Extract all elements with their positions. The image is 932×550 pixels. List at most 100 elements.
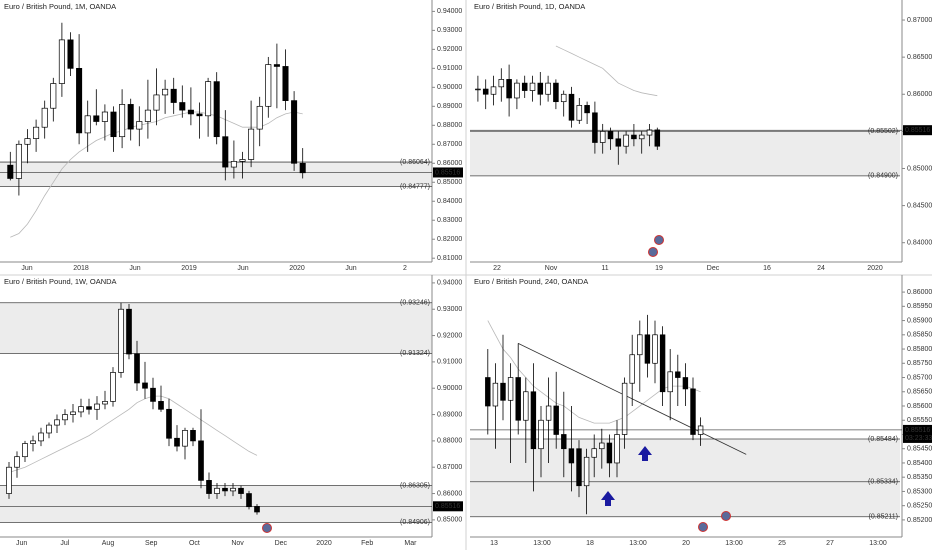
- x-tick-label: Mar: [404, 540, 417, 547]
- candle-body: [697, 425, 704, 435]
- y-tick-label: 0.85550: [907, 417, 932, 424]
- x-tick-label: Jun: [345, 265, 356, 272]
- candle-body: [659, 334, 666, 393]
- candle-body: [230, 487, 236, 492]
- last-price-label: 0.85516: [905, 427, 930, 434]
- candle-body: [273, 64, 280, 67]
- y-tick-label: 0.86500: [907, 54, 932, 61]
- arrow-icon: [601, 491, 615, 506]
- candle-body: [690, 388, 696, 435]
- candle-body: [485, 377, 491, 407]
- x-tick-label: 13:00: [629, 540, 647, 547]
- y-tick-label: 0.85000: [437, 179, 462, 186]
- candle-body: [490, 86, 497, 95]
- event-icon: [721, 511, 731, 521]
- y-tick-label: 0.85900: [907, 317, 932, 324]
- x-tick-label: 13: [490, 540, 498, 547]
- x-tick-label: Nov: [545, 265, 558, 272]
- y-tick-label: 0.84500: [907, 202, 932, 209]
- x-tick-label: 24: [817, 265, 825, 272]
- candle-body: [576, 105, 583, 121]
- candle-body: [254, 506, 260, 513]
- candle-body: [545, 405, 552, 421]
- candle-body: [530, 391, 537, 450]
- chart-pane: 0.840000.845000.850000.855000.860000.865…: [470, 0, 932, 272]
- level-label: (0.86305): [400, 482, 430, 489]
- candle-body: [675, 371, 681, 378]
- last-price-box: [433, 167, 463, 178]
- candle-body: [507, 377, 514, 401]
- candle-body: [299, 162, 306, 174]
- y-tick-label: 0.84000: [907, 240, 932, 247]
- candle-body: [144, 109, 151, 122]
- y-tick-label: 0.87000: [437, 141, 462, 148]
- level-label: (0.91324): [400, 350, 430, 357]
- x-tick-label: 16: [763, 265, 771, 272]
- candle-body: [475, 88, 481, 91]
- candle-body: [638, 134, 645, 140]
- y-tick-label: 0.85450: [907, 446, 932, 453]
- candle-body: [158, 401, 164, 410]
- chart-title: Euro / British Pound, 1D, OANDA: [474, 2, 585, 11]
- candle-body: [521, 82, 528, 91]
- y-tick-label: 0.90000: [437, 385, 462, 392]
- y-tick-label: 0.91000: [437, 65, 462, 72]
- level-label: (0.84777): [400, 183, 430, 190]
- x-tick-label: Jun: [237, 265, 248, 272]
- y-tick-label: 0.94000: [437, 280, 462, 287]
- y-tick-label: 0.85600: [907, 403, 932, 410]
- candle-body: [205, 81, 212, 117]
- candle-body: [506, 79, 512, 99]
- zone: [0, 302, 432, 354]
- candle-body: [166, 408, 172, 439]
- candle-body: [568, 93, 575, 121]
- candle-body: [170, 88, 177, 103]
- candle-body: [41, 107, 48, 128]
- zone: [470, 131, 900, 176]
- y-tick-label: 0.85250: [907, 503, 932, 510]
- candle-body: [24, 138, 31, 145]
- candle-body: [187, 109, 194, 115]
- x-tick-label: 27: [826, 540, 834, 547]
- y-tick-label: 0.90000: [437, 84, 462, 91]
- x-tick-label: 20: [682, 540, 690, 547]
- candle-body: [500, 382, 506, 401]
- candle-body: [84, 115, 91, 134]
- candle-body: [652, 334, 658, 364]
- candle-body: [62, 414, 68, 421]
- x-tick-label: Oct: [189, 540, 200, 547]
- candle-body: [238, 487, 244, 494]
- candle-body: [7, 164, 14, 179]
- candle-body: [118, 308, 124, 373]
- candle-body: [615, 138, 622, 147]
- candle-body: [482, 88, 489, 95]
- moving-average: [555, 45, 658, 97]
- x-tick-label: 11: [601, 265, 608, 272]
- y-tick-label: 0.93000: [437, 306, 462, 313]
- candle-body: [134, 353, 140, 384]
- y-tick-label: 0.89000: [437, 103, 462, 110]
- candle-body: [174, 437, 180, 447]
- chart-pane: 0.85000 0.86000 0.87000 0.88000 0.89000 0.900…: [0, 275, 463, 547]
- candle-body: [629, 354, 635, 384]
- candle-body: [198, 440, 204, 481]
- y-tick-label: 0.89000: [437, 411, 462, 418]
- x-tick-label: Dec: [275, 540, 288, 547]
- x-tick-label: 2020: [316, 540, 332, 547]
- candle-body: [646, 129, 653, 136]
- x-tick-label: 13:00: [869, 540, 887, 547]
- level-label: (0.85211): [869, 514, 898, 521]
- arrow-icon: [638, 446, 652, 461]
- y-tick-label: 0.88000: [437, 122, 462, 129]
- x-tick-label: 13:00: [725, 540, 743, 547]
- candle-body: [58, 39, 65, 84]
- candle-body: [291, 100, 298, 164]
- candle-body: [127, 104, 134, 130]
- y-tick-label: 0.86000: [437, 490, 462, 497]
- candle-body: [213, 81, 220, 138]
- x-tick-label: Jun: [129, 265, 140, 272]
- candle-body: [110, 372, 116, 402]
- x-tick-label: Nov: [231, 540, 244, 547]
- candle-body: [142, 382, 148, 389]
- candle-body: [214, 487, 220, 494]
